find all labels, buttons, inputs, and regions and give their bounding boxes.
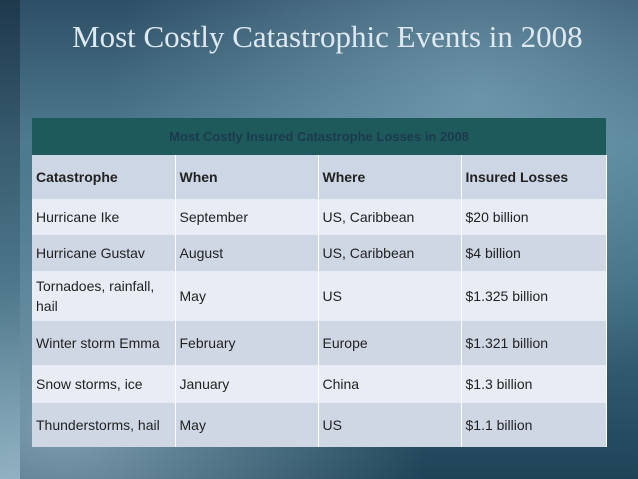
column-header: Where (318, 155, 462, 199)
table-cell: Winter storm Emma (32, 321, 176, 365)
table-cell: Hurricane Ike (32, 199, 176, 235)
loss-table: Most Costly Insured Catastrophe Losses i… (32, 118, 607, 447)
table-row: Hurricane Ike September US, Caribbean $20 b… (32, 199, 607, 235)
table-cell: August (175, 235, 319, 271)
table-cell: September (175, 199, 319, 235)
table-row: Snow storms, ice January China $1.3 billion (32, 365, 607, 403)
table-caption-row: Most Costly Insured Catastrophe Losses i… (32, 118, 606, 155)
table-cell: Hurricane Gustav (32, 235, 176, 271)
column-header: Catastrophe (32, 155, 176, 199)
table-cell: January (175, 365, 319, 403)
column-header: When (175, 155, 319, 199)
table-cell: US (318, 271, 462, 321)
table-cell: US, Caribbean (318, 199, 462, 235)
table-row: Thunderstorms, hail May US $1.1 billion (32, 403, 607, 447)
slide-title: Most Costly Catastrophic Events in 2008 (72, 19, 583, 54)
table-cell: $1.321 billion (461, 321, 607, 365)
table-row: Hurricane Gustav August US, Caribbean $4 bi… (32, 235, 607, 271)
table-title: Most Costly Insured Catastrophe Losses i… (32, 118, 606, 155)
table-cell: Thunderstorms, hail (32, 403, 176, 447)
table-cell: China (318, 365, 462, 403)
decor-stripe (0, 0, 20, 479)
table-cell: February (175, 321, 319, 365)
table-cell: $1.3 billion (461, 365, 607, 403)
table-cell: US, Caribbean (318, 235, 462, 271)
table-cell: Tornadoes, rainfall, hail (32, 271, 176, 321)
table-cell: May (175, 403, 319, 447)
header-row: Catastrophe When Where Insured Losses (32, 155, 607, 199)
table-cell: Europe (318, 321, 462, 365)
table-cell: $1.1 billion (461, 403, 607, 447)
table-cell: US (318, 403, 462, 447)
table-row: Tornadoes, rainfall, hail May US $1.325 bil… (32, 271, 607, 321)
table-cell: $4 billion (461, 235, 607, 271)
table-cell: Snow storms, ice (32, 365, 176, 403)
table-row: Winter storm Emma February Europe $1.321 bi… (32, 321, 607, 365)
table-cell: $20 billion (461, 199, 607, 235)
table-cell: $1.325 billion (461, 271, 607, 321)
column-header: Insured Losses (461, 155, 607, 199)
table-cell: May (175, 271, 319, 321)
